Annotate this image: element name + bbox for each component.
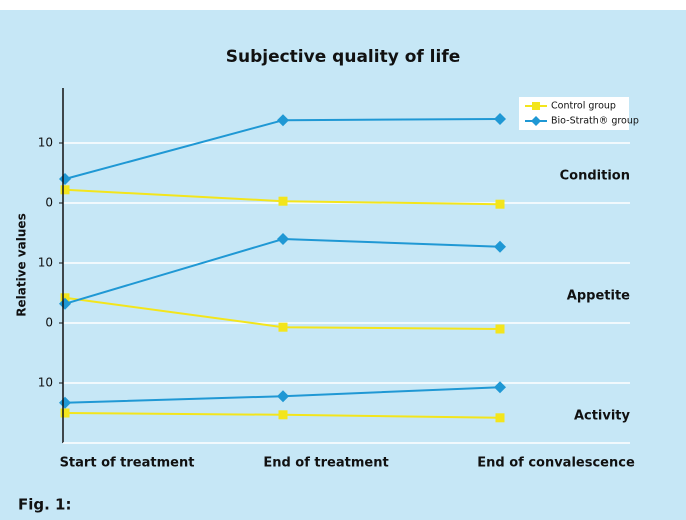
marker [277,114,289,127]
legend-marker [532,102,540,110]
y-tick-label: 10 [38,376,53,390]
marker [495,324,505,334]
panel-label: Activity [574,409,631,424]
x-tick-label: Start of treatment [60,456,195,471]
panel-label: Appetite [567,289,630,304]
chart-background [0,10,686,520]
marker [277,233,289,245]
marker [60,185,70,195]
legend-marker [531,116,541,126]
marker [494,113,506,125]
y-tick-label: 0 [45,196,53,210]
marker [494,240,506,253]
x-tick-label: End of convalescence [477,456,635,471]
y-tick-label: 10 [38,136,53,150]
marker [59,396,71,409]
legend-label: Bio-Strath® group [551,116,639,127]
marker [495,199,505,209]
legend-label: Control group [551,101,616,112]
chart-title: Subjective quality of life [226,47,461,67]
y-tick-label: 10 [38,256,53,270]
x-tick-label: End of treatment [263,456,388,471]
marker [495,413,505,423]
marker [278,196,288,206]
marker [278,322,288,332]
marker [494,381,506,394]
panel-label: Condition [560,169,630,184]
caption: Fig. 1: [18,496,71,514]
y-axis-label: Relative values [15,213,29,316]
marker [59,297,71,310]
marker [277,390,289,403]
marker [59,173,71,185]
marker [60,408,70,418]
y-tick-label: 0 [45,316,53,330]
marker [278,410,288,420]
